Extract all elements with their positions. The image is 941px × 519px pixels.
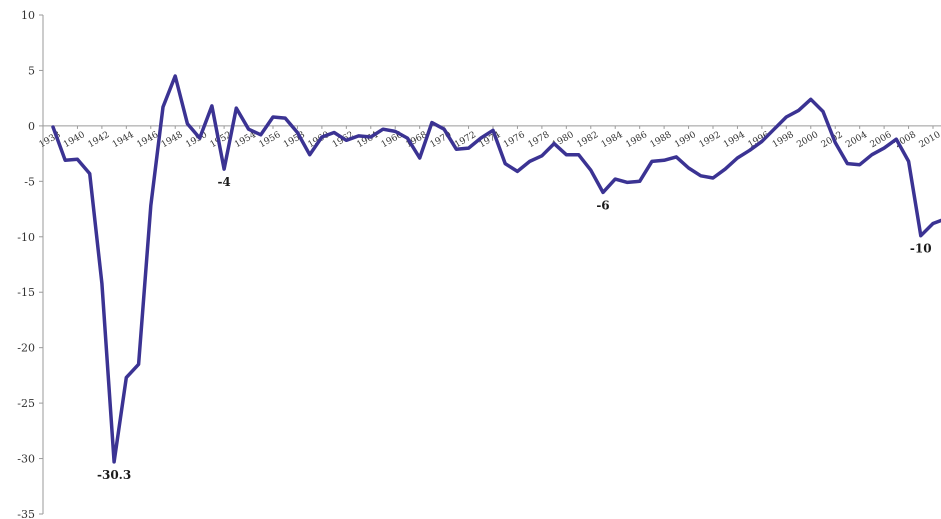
x-tick-label: 1982 [575,130,600,150]
x-tick-label: 1998 [771,130,796,150]
x-tick-label: 1992 [698,130,723,150]
y-tick-label: -15 [17,286,35,299]
y-axis: 10 5 0 -5 -10 -15 -20 -25 -30 -35 [17,9,44,519]
x-axis: 1938 1940 1942 1944 1946 1948 1950 1952 1954 1956… [38,125,941,150]
x-tick-label: 2004 [844,130,869,150]
x-tick-label: 2006 [869,130,894,150]
x-tick-label: 1976 [502,130,527,150]
x-tick-label: 1984 [600,130,625,150]
x-tick-label: 2010 [918,130,941,150]
y-tick-label: 5 [28,64,35,77]
x-tick-label: 1940 [62,130,87,150]
data-label: -4 [217,175,230,189]
y-tick-label: -20 [17,342,35,355]
series-line [51,74,941,464]
x-tick-label: 1994 [722,130,747,150]
y-tick-label: 0 [28,120,35,133]
x-tick-label: 1980 [551,130,576,150]
x-tick-label: 1988 [649,130,674,150]
x-tick-label: 1942 [86,130,111,150]
data-label: -10 [910,242,932,256]
y-tick-label: -5 [24,175,35,188]
x-tick-label: 1986 [624,130,649,150]
annotations-layer: -30.3 -4 -6 -10 [97,175,932,482]
y-tick-label: -10 [17,231,35,244]
x-tick-label: 1990 [673,130,698,150]
x-tick-label: 1944 [111,130,136,150]
data-label: -30.3 [97,468,131,482]
y-tick-label: -30 [17,453,35,466]
y-tick-label: 10 [21,9,35,22]
x-tick-label: 1978 [526,130,551,150]
y-tick-label: -25 [17,397,35,410]
y-tick-label: -35 [17,508,35,519]
data-label: -6 [596,198,609,212]
x-tick-label: 1996 [746,130,771,150]
x-tick-label: 2000 [795,130,820,150]
x-tick-label: 1948 [160,130,185,150]
series-layer [51,74,941,464]
